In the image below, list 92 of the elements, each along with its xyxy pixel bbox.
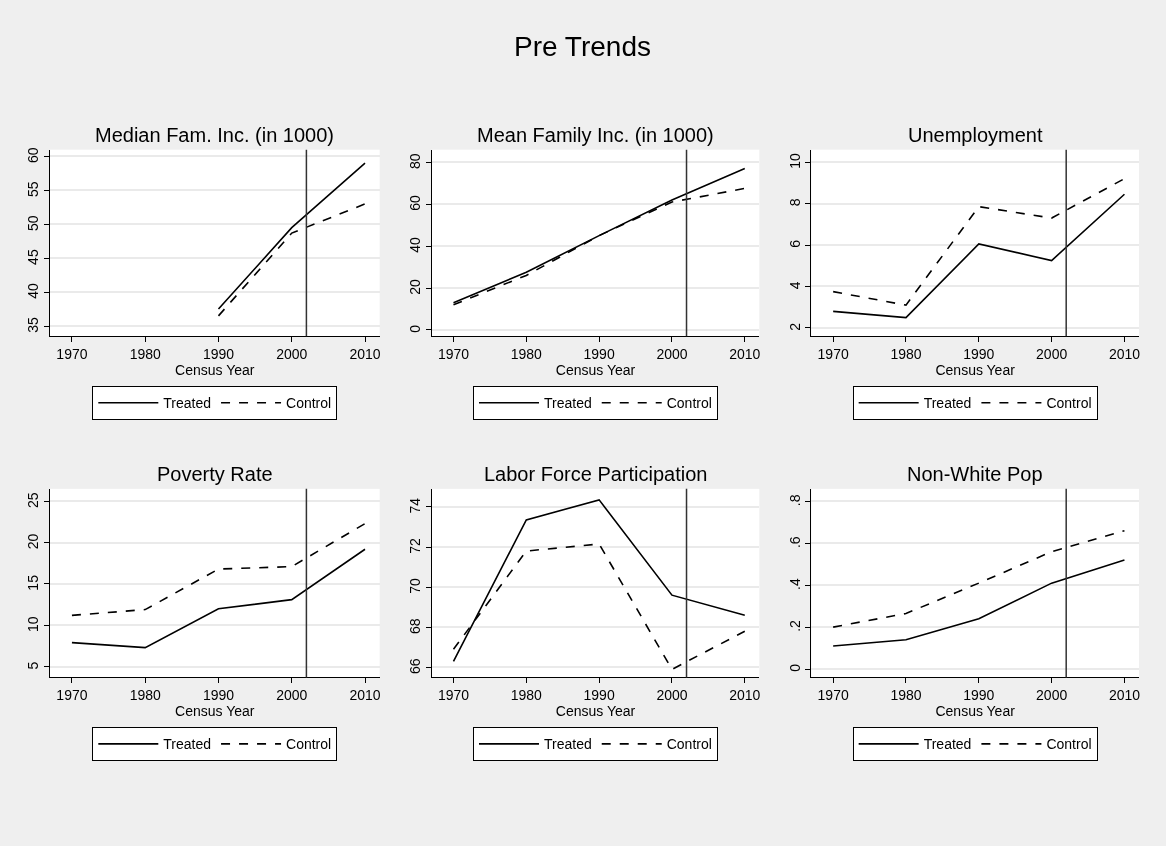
x-axis-title: Census Year [555, 362, 636, 379]
x-axis-title: Census Year [175, 703, 255, 720]
x-tick-label: 1990 [202, 687, 235, 704]
y-tick-label: .6 [786, 536, 803, 549]
legend-label: Control [286, 395, 332, 412]
legend-label: Treated [923, 395, 972, 412]
y-tick-label: 5 [25, 661, 42, 670]
y-tick-label: 20 [407, 278, 424, 295]
x-tick-label: 2000 [276, 346, 308, 363]
x-tick-label: 1990 [583, 346, 615, 363]
y-tick-label: 45 [25, 249, 42, 265]
chart-title: Median Fam. Inc. (in 1000) [95, 124, 334, 146]
x-tick-label: 1980 [510, 346, 543, 363]
x-tick-label: 2010 [729, 687, 761, 704]
y-tick-label: 2 [786, 322, 803, 331]
x-tick-label: 2010 [349, 346, 381, 363]
line-series [832, 529, 1126, 628]
line-series [71, 522, 366, 617]
x-tick-label: 2010 [1108, 346, 1141, 363]
x-tick-label: 1990 [963, 346, 995, 363]
y-tick-label: 4 [786, 281, 803, 290]
x-tick-label: 2000 [1036, 687, 1068, 704]
y-tick-label: 70 [407, 578, 424, 594]
x-axis-title: Census Year [935, 703, 1016, 720]
chart-title: Non-White Pop [907, 463, 1043, 485]
y-tick-label: 74 [407, 497, 424, 514]
x-tick-label: 2000 [276, 687, 308, 704]
x-tick-label: 2010 [729, 346, 761, 363]
y-tick-label: 55 [25, 181, 42, 198]
line-series [832, 177, 1126, 306]
y-tick-label: 68 [407, 618, 424, 634]
text: Pre Trends [514, 31, 651, 62]
legend-label: Control [666, 395, 712, 412]
y-tick-label: 0 [407, 324, 424, 333]
chart-title: Labor Force Participation [484, 463, 708, 485]
x-axis-title: Census Year [175, 362, 255, 379]
x-tick-label: 1970 [56, 687, 88, 704]
line-series [71, 548, 366, 649]
x-tick-label: 1980 [129, 687, 161, 704]
x-tick-label: 1970 [437, 346, 470, 363]
y-tick-label: 10 [25, 616, 42, 632]
legend-label: Control [666, 736, 712, 753]
x-tick-label: 1970 [817, 346, 849, 363]
y-tick-label: 20 [25, 533, 42, 550]
y-tick-label: 25 [25, 492, 42, 508]
y-tick-label: 66 [407, 658, 424, 675]
x-tick-label: 2000 [656, 346, 688, 363]
legend-label: Treated [923, 736, 972, 753]
x-tick-label: 2000 [1036, 346, 1068, 363]
legend-label: Control [1046, 736, 1092, 753]
x-tick-label: 1970 [56, 346, 88, 363]
y-tick-label: 40 [25, 283, 42, 299]
y-tick-label: 8 [786, 198, 803, 207]
chart-title: Unemployment [908, 124, 1043, 146]
y-tick-label: 15 [25, 574, 42, 591]
x-tick-label: 1970 [817, 687, 849, 704]
y-tick-label: 60 [25, 147, 42, 164]
x-tick-label: 1980 [129, 346, 161, 363]
y-tick-label: 35 [25, 316, 42, 333]
y-tick-label: 50 [25, 215, 42, 231]
x-axis-title: Census Year [555, 703, 636, 720]
chart-title: Poverty Rate [157, 463, 273, 485]
y-tick-label: 10 [786, 152, 803, 169]
legend-label: Treated [163, 736, 212, 753]
y-tick-label: .4 [786, 578, 803, 590]
y-tick-label: 6 [786, 239, 803, 248]
x-axis-title: Census Year [935, 362, 1016, 379]
x-tick-label: 2010 [1108, 687, 1141, 704]
x-tick-label: 1980 [890, 346, 922, 363]
line-series [832, 559, 1126, 647]
y-tick-label: .8 [786, 494, 803, 507]
x-tick-label: 1970 [437, 687, 470, 704]
y-tick-label: 0 [786, 663, 803, 672]
legend-label: Control [286, 736, 332, 753]
chart-title: Mean Family Inc. (in 1000) [477, 124, 714, 146]
y-tick-label: .2 [786, 619, 803, 632]
x-tick-label: 1990 [202, 346, 235, 363]
line-series [832, 193, 1126, 319]
legend-label: Control [1046, 395, 1092, 412]
x-tick-label: 1980 [890, 687, 922, 704]
y-tick-label: 72 [407, 537, 424, 554]
legend-label: Treated [543, 736, 592, 753]
y-tick-label: 80 [407, 153, 424, 169]
x-tick-label: 1980 [510, 687, 543, 704]
legend-label: Treated [163, 395, 212, 412]
legend-label: Treated [543, 395, 592, 412]
x-tick-label: 1990 [963, 687, 995, 704]
x-tick-label: 2000 [656, 687, 688, 704]
y-tick-label: 40 [407, 236, 424, 253]
y-tick-label: 60 [407, 195, 424, 211]
x-tick-label: 2010 [349, 687, 381, 704]
x-tick-label: 1990 [583, 687, 615, 704]
